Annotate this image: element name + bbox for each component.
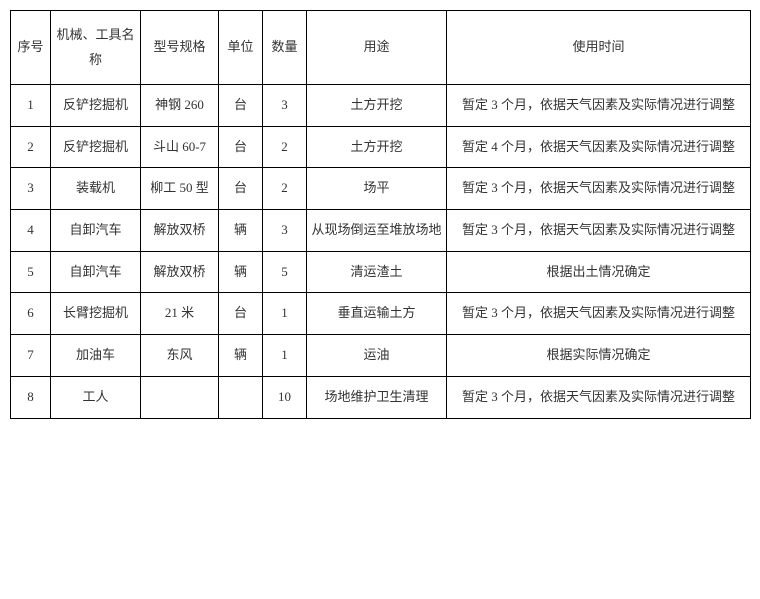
cell-seq: 5 [11,251,51,293]
cell-unit: 台 [219,293,263,335]
equipment-table: 序号 机械、工具名称 型号规格 单位 数量 用途 使用时间 1 反铲挖掘机 神钢… [10,10,751,419]
col-header-qty: 数量 [263,11,307,85]
cell-seq: 7 [11,335,51,377]
cell-seq: 3 [11,168,51,210]
cell-qty: 5 [263,251,307,293]
cell-time: 暂定 3 个月，依据天气因素及实际情况进行调整 [447,210,751,252]
cell-spec: 东风 [141,335,219,377]
table-row: 1 反铲挖掘机 神钢 260 台 3 土方开挖 暂定 3 个月，依据天气因素及实… [11,85,751,127]
cell-time: 根据出土情况确定 [447,251,751,293]
cell-name: 自卸汽车 [51,251,141,293]
col-header-time: 使用时间 [447,11,751,85]
table-row: 5 自卸汽车 解放双桥 辆 5 清运渣土 根据出土情况确定 [11,251,751,293]
cell-spec: 斗山 60-7 [141,126,219,168]
cell-use: 场平 [307,168,447,210]
cell-unit: 辆 [219,210,263,252]
cell-use: 土方开挖 [307,126,447,168]
cell-use: 垂直运输土方 [307,293,447,335]
table-header-row: 序号 机械、工具名称 型号规格 单位 数量 用途 使用时间 [11,11,751,85]
col-header-unit: 单位 [219,11,263,85]
cell-seq: 8 [11,376,51,418]
cell-unit: 辆 [219,335,263,377]
table-row: 7 加油车 东风 辆 1 运油 根据实际情况确定 [11,335,751,377]
col-header-seq: 序号 [11,11,51,85]
cell-name: 装载机 [51,168,141,210]
table-row: 2 反铲挖掘机 斗山 60-7 台 2 土方开挖 暂定 4 个月，依据天气因素及… [11,126,751,168]
cell-unit: 台 [219,126,263,168]
cell-qty: 3 [263,210,307,252]
col-header-spec: 型号规格 [141,11,219,85]
table-row: 8 工人 10 场地维护卫生清理 暂定 3 个月，依据天气因素及实际情况进行调整 [11,376,751,418]
cell-spec: 21 米 [141,293,219,335]
cell-time: 暂定 3 个月，依据天气因素及实际情况进行调整 [447,168,751,210]
cell-qty: 10 [263,376,307,418]
cell-qty: 2 [263,126,307,168]
cell-time: 暂定 3 个月，依据天气因素及实际情况进行调整 [447,376,751,418]
cell-spec: 柳工 50 型 [141,168,219,210]
cell-unit [219,376,263,418]
cell-name: 长臂挖掘机 [51,293,141,335]
cell-unit: 台 [219,85,263,127]
cell-time: 暂定 3 个月，依据天气因素及实际情况进行调整 [447,293,751,335]
cell-unit: 辆 [219,251,263,293]
cell-use: 清运渣土 [307,251,447,293]
table-body: 1 反铲挖掘机 神钢 260 台 3 土方开挖 暂定 3 个月，依据天气因素及实… [11,85,751,419]
col-header-name: 机械、工具名称 [51,11,141,85]
cell-name: 加油车 [51,335,141,377]
cell-seq: 1 [11,85,51,127]
table-row: 6 长臂挖掘机 21 米 台 1 垂直运输土方 暂定 3 个月，依据天气因素及实… [11,293,751,335]
cell-qty: 2 [263,168,307,210]
cell-unit: 台 [219,168,263,210]
table-row: 3 装载机 柳工 50 型 台 2 场平 暂定 3 个月，依据天气因素及实际情况… [11,168,751,210]
cell-use: 场地维护卫生清理 [307,376,447,418]
cell-use: 从现场倒运至堆放场地 [307,210,447,252]
cell-seq: 2 [11,126,51,168]
cell-time: 根据实际情况确定 [447,335,751,377]
cell-use: 土方开挖 [307,85,447,127]
cell-qty: 1 [263,335,307,377]
cell-qty: 1 [263,293,307,335]
cell-time: 暂定 3 个月，依据天气因素及实际情况进行调整 [447,85,751,127]
cell-name: 反铲挖掘机 [51,126,141,168]
cell-qty: 3 [263,85,307,127]
cell-spec [141,376,219,418]
cell-name: 工人 [51,376,141,418]
cell-time: 暂定 4 个月，依据天气因素及实际情况进行调整 [447,126,751,168]
cell-spec: 神钢 260 [141,85,219,127]
cell-spec: 解放双桥 [141,210,219,252]
cell-name: 反铲挖掘机 [51,85,141,127]
cell-name: 自卸汽车 [51,210,141,252]
cell-spec: 解放双桥 [141,251,219,293]
cell-seq: 4 [11,210,51,252]
cell-use: 运油 [307,335,447,377]
col-header-use: 用途 [307,11,447,85]
table-row: 4 自卸汽车 解放双桥 辆 3 从现场倒运至堆放场地 暂定 3 个月，依据天气因… [11,210,751,252]
cell-seq: 6 [11,293,51,335]
